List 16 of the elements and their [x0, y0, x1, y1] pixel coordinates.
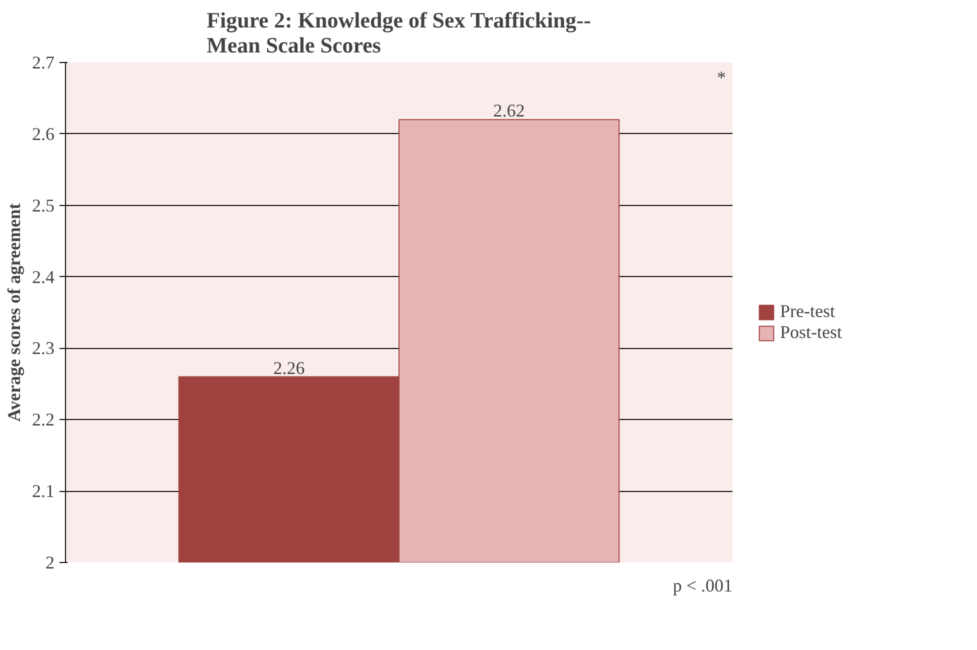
y-tick-label: 2: [46, 552, 54, 572]
legend-label: Post-test: [780, 322, 842, 343]
chart-title: Figure 2: Knowledge of Sex Trafficking-- Mean Scale Scores: [206, 8, 591, 58]
annotation: *: [716, 68, 726, 88]
legend-label: Pre-test: [780, 301, 835, 322]
y-tick-label: 2.7: [32, 52, 54, 72]
y-tick-label: 2.4: [32, 266, 54, 287]
data-label: 2.26: [273, 358, 305, 378]
text: p < .001: [672, 576, 733, 596]
y-tick-label: 2.3: [32, 338, 54, 358]
y-tick-label: 2.2: [32, 410, 54, 430]
y-tick-label: 2.6: [32, 124, 54, 144]
data-label: 2.62: [493, 100, 525, 121]
y-axis-title: Average scores of agreement: [4, 203, 24, 422]
y-tick-label: 2.1: [32, 481, 54, 502]
y-tick-label: 2.5: [32, 195, 54, 216]
